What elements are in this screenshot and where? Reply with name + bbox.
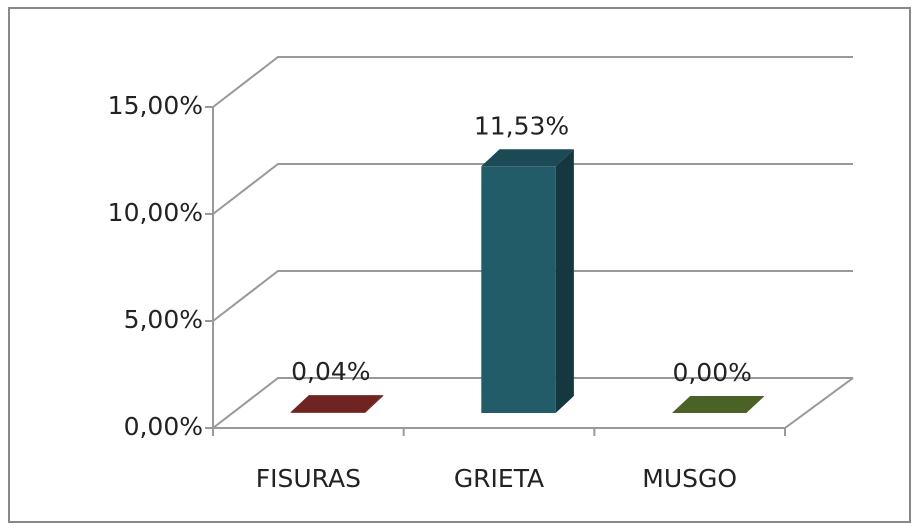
x-tick-label: MUSGO xyxy=(642,464,737,493)
bar-top xyxy=(481,149,574,167)
value-label: 0,04% xyxy=(291,357,370,386)
grid-line xyxy=(212,270,853,322)
bar-front xyxy=(481,166,556,413)
grid-line xyxy=(212,163,853,215)
y-tick-label: 0,00% xyxy=(124,412,203,441)
x-tick-label: FISURAS xyxy=(256,464,361,493)
bar-top xyxy=(290,395,384,413)
value-label: 0,00% xyxy=(672,358,751,387)
bar-front xyxy=(290,412,366,413)
value-label: 11,53% xyxy=(474,111,569,140)
y-tick-label: 5,00% xyxy=(124,305,203,334)
bar-side xyxy=(365,395,384,413)
y-tick-label: 10,00% xyxy=(108,198,203,227)
bar-side xyxy=(555,149,574,413)
chart-frame xyxy=(8,7,911,523)
bar-top xyxy=(671,396,765,413)
x-tick-label: GRIETA xyxy=(454,464,544,493)
grid-line xyxy=(212,56,853,108)
grid-line xyxy=(212,377,853,429)
y-tick-label: 15,00% xyxy=(108,91,203,120)
